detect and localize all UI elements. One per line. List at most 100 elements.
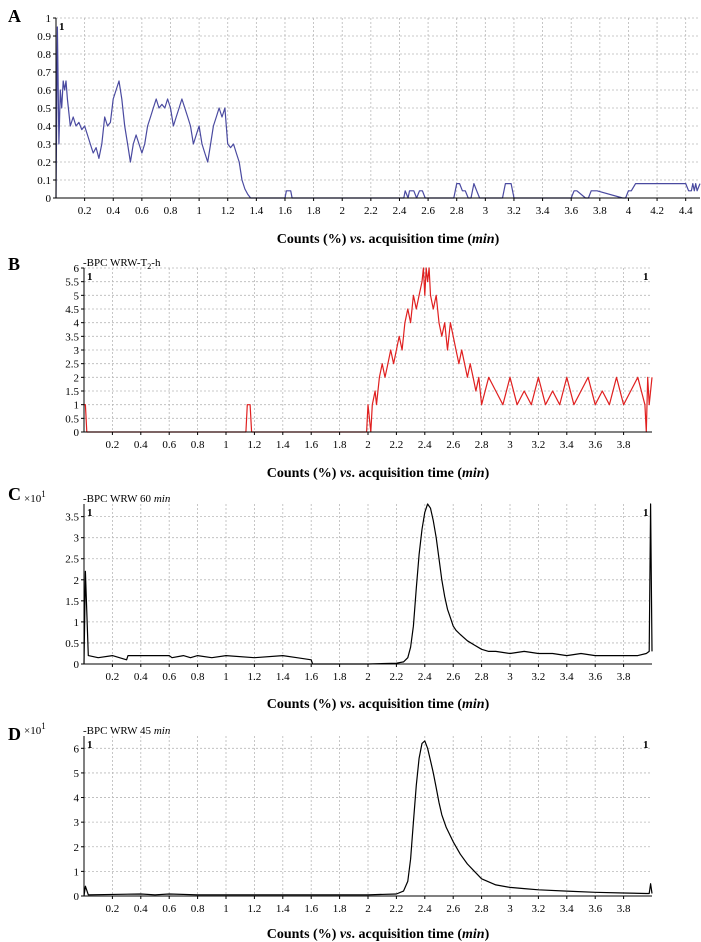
y-tick-label: 1.5 — [65, 596, 79, 608]
x-tick-label: 1.2 — [248, 903, 262, 915]
y-tick-label: 3 — [74, 817, 80, 829]
x-tick-label: 4.4 — [679, 205, 693, 217]
x-tick-label: 3.4 — [560, 439, 574, 451]
x-tick-label: 2.8 — [450, 205, 464, 217]
x-tick-label: 2 — [365, 671, 371, 683]
x-tick-label: 3.2 — [507, 205, 521, 217]
x-tick-label: 2.6 — [421, 205, 435, 217]
x-tick-label: 1.6 — [304, 671, 318, 683]
x-tick-label: 2 — [365, 439, 371, 451]
corner-label-left: 1 — [87, 271, 93, 283]
x-tick-label: 2.4 — [418, 439, 432, 451]
x-tick-label: 1.8 — [333, 671, 347, 683]
y-tick-label: 2 — [74, 842, 80, 854]
y-tick-label: 1 — [74, 866, 80, 878]
y-tick-label: 1.5 — [65, 386, 79, 398]
y-tick-label: 1 — [46, 13, 52, 25]
x-tick-label: 2.2 — [390, 671, 404, 683]
y-tick-label: 0.7 — [37, 67, 51, 79]
x-tick-label: 1.8 — [333, 903, 347, 915]
y-tick-label: 0.3 — [37, 139, 51, 151]
panel-letter: C — [8, 484, 21, 504]
x-tick-label: 1.4 — [249, 205, 263, 217]
x-tick-label: 2.8 — [475, 671, 489, 683]
x-tick-label: 0.4 — [134, 671, 148, 683]
y-tick-label: 2 — [74, 575, 80, 587]
x-tick-label: 3 — [507, 671, 513, 683]
panel-letter: A — [8, 6, 21, 26]
x-tick-label: 0.2 — [106, 903, 120, 915]
y-tick-label: 6 — [74, 263, 80, 275]
corner-label-right: 1 — [643, 507, 649, 519]
panel-letter: B — [8, 254, 20, 274]
x-tick-label: 4.2 — [650, 205, 664, 217]
y-tick-label: 1 — [74, 617, 80, 629]
y-tick-label: 0.8 — [37, 49, 51, 61]
y-multiplier: ×101 — [24, 721, 46, 737]
x-tick-label: 2.2 — [390, 903, 404, 915]
x-tick-label: 0.6 — [162, 671, 176, 683]
x-tick-label: 3 — [483, 205, 489, 217]
x-tick-label: 1.8 — [307, 205, 321, 217]
x-tick-label: 0.8 — [191, 903, 205, 915]
y-tick-label: 2.5 — [65, 359, 79, 371]
y-tick-label: 6 — [74, 743, 80, 755]
x-tick-label: 2 — [339, 205, 345, 217]
x-tick-label: 3.6 — [588, 903, 602, 915]
trace-title: -BPC WRW 45 min — [83, 725, 171, 737]
x-tick-label: 3 — [507, 903, 513, 915]
y-tick-label: 0 — [46, 193, 52, 205]
x-tick-label: 0.8 — [191, 671, 205, 683]
x-tick-label: 1.2 — [221, 205, 235, 217]
x-tick-label: 2.4 — [418, 671, 432, 683]
corner-label-left: 1 — [59, 21, 65, 33]
corner-label-right: 1 — [643, 739, 649, 751]
x-tick-label: 0.2 — [106, 439, 120, 451]
x-tick-label: 0.8 — [191, 439, 205, 451]
x-tick-label: 1.6 — [304, 903, 318, 915]
y-tick-label: 0.1 — [37, 175, 51, 187]
x-tick-label: 3.6 — [588, 439, 602, 451]
x-tick-label: 2.6 — [446, 671, 460, 683]
y-tick-label: 0.5 — [37, 103, 51, 115]
x-tick-label: 2 — [365, 903, 371, 915]
x-tick-label: 3.2 — [532, 903, 546, 915]
x-tick-label: 1.4 — [276, 671, 290, 683]
x-tick-label: 1.6 — [304, 439, 318, 451]
x-tick-label: 0.8 — [164, 205, 178, 217]
x-tick-label: 1.2 — [248, 671, 262, 683]
x-tick-label: 3.8 — [617, 439, 631, 451]
x-tick-label: 0.4 — [106, 205, 120, 217]
x-tick-label: 0.6 — [162, 439, 176, 451]
x-tick-label: 0.6 — [162, 903, 176, 915]
series-line — [55, 26, 701, 199]
x-tick-label: 3.2 — [532, 671, 546, 683]
x-tick-label: 2.6 — [446, 903, 460, 915]
panel-a: A 0.2 0.4 0.6 0.8 1 1.2 1.4 1.6 1.8 2 2.2 2.4 2.6 2.8 3… — [8, 6, 701, 247]
y-tick-label: 0.6 — [37, 85, 51, 97]
y-tick-label: 5 — [74, 768, 80, 780]
y-tick-label: 0 — [74, 659, 80, 671]
corner-label-right: 1 — [643, 271, 649, 283]
x-tick-label: 2.6 — [446, 439, 460, 451]
series-line — [83, 503, 653, 665]
y-tick-label: 3.5 — [65, 512, 79, 524]
corner-label-left: 1 — [87, 507, 93, 519]
x-tick-label: 3.4 — [560, 903, 574, 915]
y-tick-label: 0.4 — [37, 121, 51, 133]
y-tick-label: 3 — [74, 533, 80, 545]
x-tick-label: 2.2 — [364, 205, 378, 217]
y-tick-label: 5 — [74, 290, 80, 302]
y-tick-label: 0.9 — [37, 31, 51, 43]
series-line — [83, 740, 653, 897]
x-tick-label: 1 — [223, 903, 229, 915]
x-tick-label: 2.4 — [418, 903, 432, 915]
y-tick-label: 3 — [74, 345, 80, 357]
y-tick-label: 0 — [74, 891, 80, 903]
y-tick-label: 2.5 — [65, 554, 79, 566]
x-tick-label: 0.2 — [106, 671, 120, 683]
x-tick-label: 1.6 — [278, 205, 292, 217]
y-tick-label: 0.5 — [65, 413, 79, 425]
x-tick-label: 1.8 — [333, 439, 347, 451]
